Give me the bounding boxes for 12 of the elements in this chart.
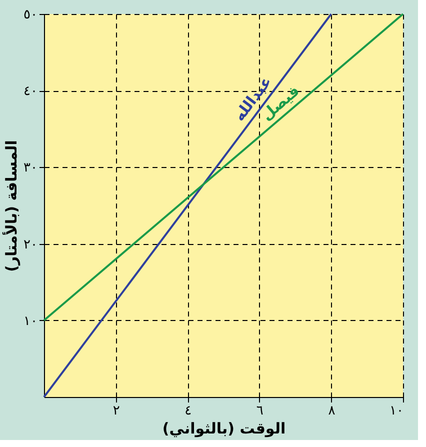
y-tick-label: ٣٠ <box>24 160 38 176</box>
x-tick-label: ٢ <box>112 404 120 418</box>
x-tick-label: ٤ <box>184 404 192 418</box>
x-axis-title: الوقت (بالثواني) <box>162 420 286 438</box>
x-tick-label: ١٠ <box>390 404 404 418</box>
y-axis-title: المسافة (بالأمتار) <box>2 140 21 272</box>
x-tick-label: ٨ <box>328 404 336 418</box>
y-tick-label: ٥٠ <box>24 8 38 22</box>
y-tick-label: ٢٠ <box>24 237 38 252</box>
y-tick-label: ٤٠ <box>24 84 38 100</box>
x-tick-label: ٦ <box>256 404 264 418</box>
y-tick-label: ١٠ <box>24 314 38 329</box>
